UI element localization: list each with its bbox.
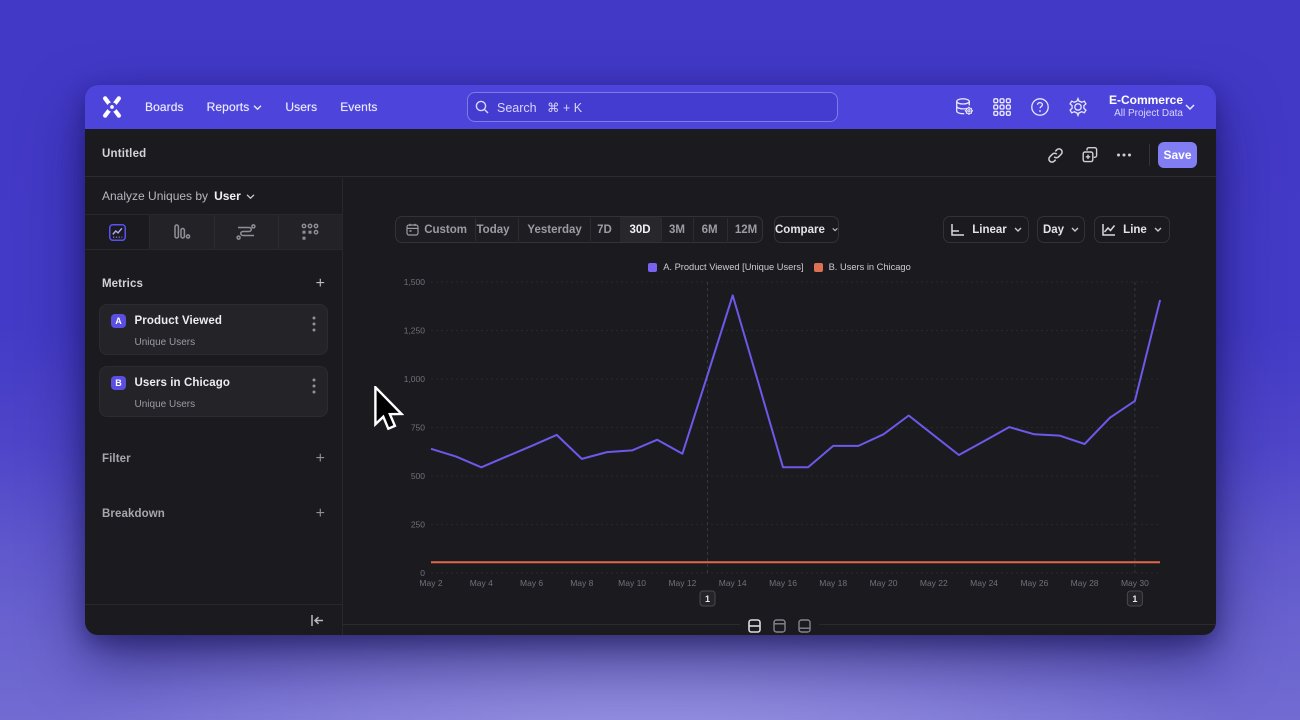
svg-text:May 26: May 26 bbox=[1020, 578, 1048, 588]
svg-text:1: 1 bbox=[1132, 594, 1137, 604]
svg-text:1,250: 1,250 bbox=[404, 326, 426, 336]
svg-text:0: 0 bbox=[420, 568, 425, 578]
svg-text:May 16: May 16 bbox=[769, 578, 797, 588]
svg-text:May 12: May 12 bbox=[668, 578, 696, 588]
svg-text:May 22: May 22 bbox=[920, 578, 948, 588]
svg-text:May 10: May 10 bbox=[618, 578, 646, 588]
svg-text:May 8: May 8 bbox=[570, 578, 593, 588]
svg-text:May 14: May 14 bbox=[719, 578, 747, 588]
svg-text:May 24: May 24 bbox=[970, 578, 998, 588]
svg-text:May 20: May 20 bbox=[870, 578, 898, 588]
svg-text:1,000: 1,000 bbox=[404, 374, 426, 384]
svg-text:500: 500 bbox=[411, 471, 425, 481]
svg-text:May 18: May 18 bbox=[819, 578, 847, 588]
svg-text:250: 250 bbox=[411, 520, 425, 530]
svg-text:May 30: May 30 bbox=[1121, 578, 1149, 588]
svg-text:750: 750 bbox=[411, 423, 425, 433]
svg-text:May 28: May 28 bbox=[1071, 578, 1099, 588]
svg-text:1: 1 bbox=[705, 594, 710, 604]
svg-text:May 2: May 2 bbox=[419, 578, 442, 588]
svg-text:1,500: 1,500 bbox=[404, 277, 426, 287]
svg-text:May 4: May 4 bbox=[470, 578, 493, 588]
svg-text:May 6: May 6 bbox=[520, 578, 543, 588]
